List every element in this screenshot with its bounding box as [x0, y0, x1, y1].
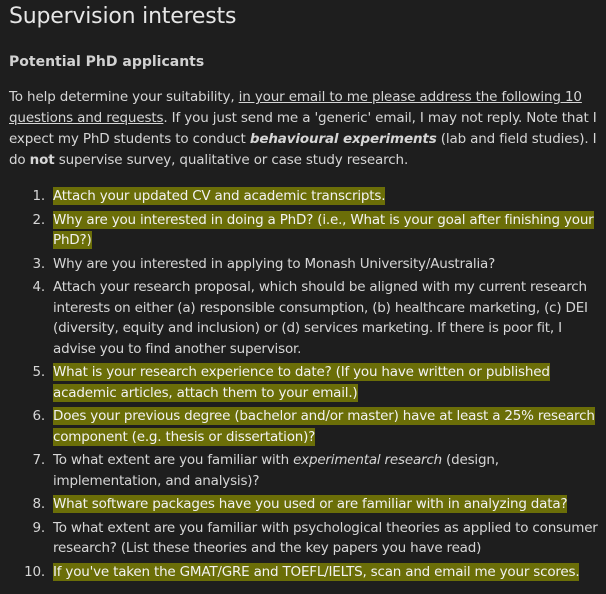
list-item: 3. Why are you interested in applying to…: [9, 254, 598, 275]
list-text: Does your previous degree (bachelor and/…: [53, 406, 598, 447]
list-text-after: (design, implementation, and analysis)?: [53, 452, 499, 489]
section-subtitle: Potential PhD applicants: [9, 54, 205, 70]
list-text: What is your research experience to date…: [53, 362, 598, 403]
intro-text-4: supervise survey, qualitative or case st…: [54, 152, 409, 168]
list-text: Attach your research proposal, which sho…: [53, 279, 588, 357]
list-text: To what extent are you familiar with exp…: [53, 450, 598, 491]
list-text: Why are you interested in applying to Mo…: [53, 255, 496, 272]
intro-emphasis-text: behavioural experiments: [249, 131, 437, 147]
list-text: To what extent are you familiar with psy…: [53, 519, 598, 557]
list-text-before: To what extent are you familiar with: [53, 452, 294, 468]
list-number: 9.: [32, 519, 46, 536]
list-item: 4. Attach your research proposal, which …: [9, 277, 598, 359]
list-item: 8. What software packages have you used …: [9, 494, 598, 515]
intro-text-3: (lab and field studies). I do: [9, 131, 597, 168]
list-number: 7.: [32, 452, 46, 468]
list-item: 10. If you've taken the GMAT/GRE and TOE…: [9, 562, 598, 583]
highlighted-text: Does your previous degree (bachelor and/…: [53, 407, 595, 446]
intro-paragraph: To help determine your suitability, in y…: [9, 87, 598, 171]
list-number: 4.: [32, 279, 46, 295]
list-text: Attach your updated CV and academic tran…: [53, 186, 598, 207]
question-list: 1. Attach your updated CV and academic t…: [9, 186, 598, 582]
list-number: 10.: [24, 563, 45, 580]
intro-text-1: To help determine your suitability,: [9, 89, 239, 105]
list-number: 2.: [32, 211, 46, 228]
list-number: 8.: [32, 496, 46, 512]
list-item: 5. What is your research experience to d…: [9, 362, 598, 403]
list-text: What software packages have you used or …: [53, 494, 598, 515]
list-number: 6.: [32, 408, 46, 424]
highlighted-text: Why are you interested in doing a PhD? (…: [53, 210, 594, 249]
list-text: If you've taken the GMAT/GRE and TOEFL/I…: [53, 562, 598, 583]
list-number: 1.: [32, 188, 46, 204]
list-text-italic: experimental research: [293, 452, 442, 468]
list-item: 7. To what extent are you familiar with …: [9, 450, 598, 491]
highlighted-text: If you've taken the GMAT/GRE and TOEFL/I…: [53, 562, 580, 581]
list-item: 2. Why are you interested in doing a PhD…: [9, 210, 598, 251]
highlighted-text: Attach your updated CV and academic tran…: [53, 187, 386, 205]
highlighted-text: What is your research experience to date…: [53, 363, 550, 402]
list-item: 6. Does your previous degree (bachelor a…: [9, 406, 598, 447]
intro-bold-not: not: [29, 152, 55, 168]
intro-text-2: . If you just send me a 'generic' email,…: [9, 110, 597, 147]
highlighted-text: What software packages have you used or …: [53, 495, 568, 513]
list-number: 5.: [32, 364, 46, 380]
list-number: 3.: [32, 255, 46, 272]
page-title: Supervision interests: [9, 4, 237, 29]
list-item: 9. To what extent are you familiar with …: [9, 518, 598, 559]
list-text: Why are you interested in doing a PhD? (…: [53, 210, 598, 251]
intro-underlined-text: in your email to me please address the f…: [9, 89, 582, 126]
list-item: 1. Attach your updated CV and academic t…: [9, 186, 598, 207]
